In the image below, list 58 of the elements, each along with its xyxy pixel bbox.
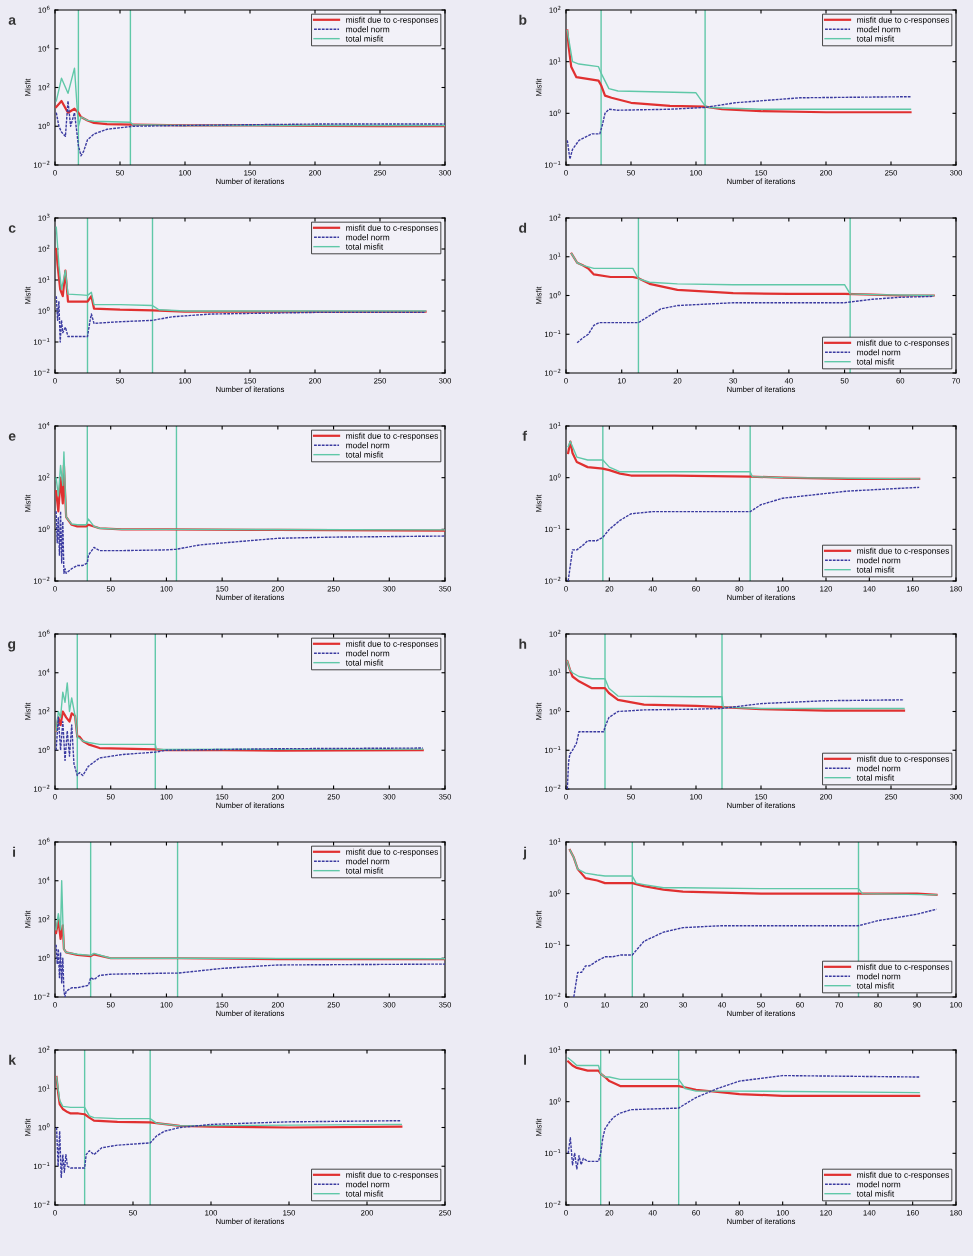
legend-label: misfit due to c-responses (346, 16, 439, 25)
text: j (522, 846, 527, 860)
legend-label: model norm (346, 858, 390, 865)
line-series (55, 99, 445, 128)
legend-label: model norm (857, 26, 901, 33)
legend-label: total misfit (345, 243, 384, 250)
text: e (8, 433, 16, 441)
line-series (566, 699, 905, 789)
legend-label: misfit due to c-responses (346, 1171, 439, 1180)
line-series (566, 95, 912, 160)
legend-label: model norm (346, 1181, 390, 1188)
legend-label: total misfit (345, 35, 384, 42)
text: b (519, 14, 527, 25)
legend-label: total misfit (856, 358, 895, 365)
legend-label: total misfit (856, 35, 895, 42)
line-series (55, 100, 445, 157)
legend-label: model norm (857, 973, 901, 980)
legend-label: misfit due to c-responses (857, 755, 950, 764)
legend-label: model norm (857, 765, 901, 772)
legend-label: model norm (346, 234, 390, 241)
legend-label: model norm (346, 442, 390, 449)
legend-label: total misfit (856, 982, 895, 989)
text: l (524, 1054, 527, 1065)
line-series (55, 918, 445, 961)
legend-label: misfit due to c-responses (346, 432, 439, 441)
legend-label: misfit due to c-responses (857, 1171, 950, 1180)
legend-label: total misfit (345, 867, 384, 874)
legend-label: total misfit (345, 659, 384, 666)
text: d (519, 222, 527, 233)
line-series (55, 295, 427, 343)
line-series (55, 510, 445, 574)
line-series (55, 716, 424, 777)
legend-label: model norm (857, 349, 901, 356)
legend-label: misfit due to c-responses (857, 963, 950, 972)
legend-label: model norm (857, 557, 901, 564)
legend-label: total misfit (856, 774, 895, 781)
text: h (519, 638, 527, 649)
legend-label: misfit due to c-responses (857, 16, 950, 25)
legend-label: misfit due to c-responses (346, 224, 439, 233)
text: c (8, 225, 16, 233)
legend-label: model norm (857, 1181, 901, 1188)
legend-label: model norm (346, 650, 390, 657)
text: i (13, 846, 16, 857)
text: k (9, 1054, 17, 1065)
text: f (522, 430, 528, 441)
text: g (8, 641, 16, 652)
legend-label: total misfit (345, 451, 384, 458)
legend-label: total misfit (856, 1190, 895, 1197)
legend-label: misfit due to c-responses (857, 339, 950, 348)
legend-label: total misfit (856, 566, 895, 573)
legend-label: misfit due to c-responses (857, 547, 950, 556)
line-series (567, 1074, 920, 1170)
legend-label: misfit due to c-responses (346, 848, 439, 857)
line-series (55, 710, 424, 752)
text: a (8, 17, 17, 25)
legend-label: misfit due to c-responses (346, 640, 439, 649)
legend-label: total misfit (345, 1190, 384, 1197)
legend-label: model norm (346, 26, 390, 33)
